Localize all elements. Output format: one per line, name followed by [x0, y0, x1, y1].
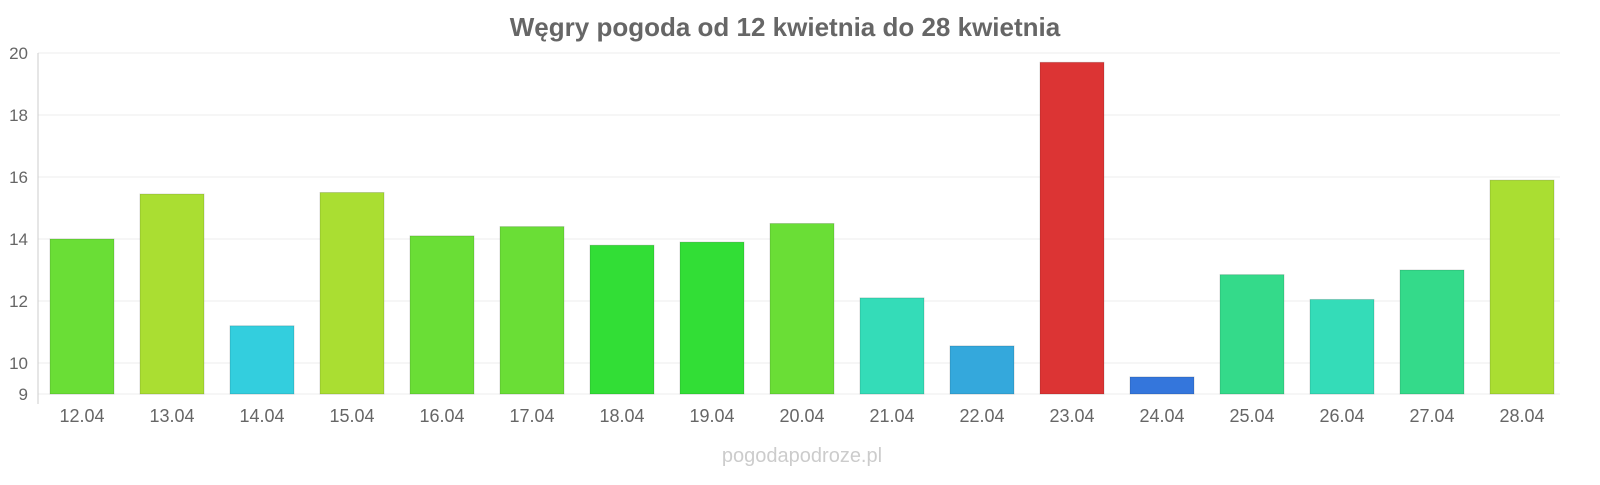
bar-17.04[interactable]: [499, 226, 565, 395]
x-tick-label: 22.04: [959, 406, 1004, 426]
x-tick-label: 27.04: [1409, 406, 1454, 426]
x-tick-label: 15.04: [329, 406, 374, 426]
bar-22.04[interactable]: [949, 345, 1015, 395]
x-tick-label: 18.04: [599, 406, 644, 426]
bar-24.04[interactable]: [1129, 376, 1195, 395]
bar-20.04[interactable]: [769, 223, 835, 395]
bar-13.04[interactable]: [139, 193, 205, 395]
bar-18.04[interactable]: [589, 244, 655, 395]
bar-16.04[interactable]: [409, 235, 475, 395]
bar-25.04[interactable]: [1219, 274, 1285, 395]
bar-28.04[interactable]: [1489, 179, 1555, 395]
x-tick-label: 24.04: [1139, 406, 1184, 426]
x-tick-label: 28.04: [1499, 406, 1544, 426]
y-tick-label: 18: [9, 106, 28, 125]
x-tick-label: 21.04: [869, 406, 914, 426]
y-tick-label: 16: [9, 168, 28, 187]
bar-15.04[interactable]: [319, 192, 385, 395]
chart-title: Węgry pogoda od 12 kwietnia do 28 kwietn…: [510, 12, 1061, 42]
y-tick-label: 9: [19, 385, 28, 404]
x-tick-label: 17.04: [509, 406, 554, 426]
y-tick-label: 14: [9, 230, 28, 249]
bar-12.04[interactable]: [49, 238, 115, 395]
y-tick-label: 20: [9, 44, 28, 63]
x-tick-label: 13.04: [149, 406, 194, 426]
watermark: pogodapodroze.pl: [722, 445, 882, 467]
bar-14.04[interactable]: [229, 325, 295, 395]
x-tick-label: 25.04: [1229, 406, 1274, 426]
x-tick-label: 12.04: [59, 406, 104, 426]
x-tick-label: 16.04: [419, 406, 464, 426]
y-tick-label: 12: [9, 292, 28, 311]
bar-23.04[interactable]: [1039, 61, 1105, 395]
x-tick-label: 20.04: [779, 406, 824, 426]
bar-19.04[interactable]: [679, 241, 745, 395]
y-tick-label: 10: [9, 354, 28, 373]
bar-27.04[interactable]: [1399, 269, 1465, 395]
bar-26.04[interactable]: [1309, 298, 1375, 395]
x-tick-label: 14.04: [239, 406, 284, 426]
x-tick-label: 19.04: [689, 406, 734, 426]
x-tick-label: 23.04: [1049, 406, 1094, 426]
x-tick-label: 26.04: [1319, 406, 1364, 426]
bar-21.04[interactable]: [859, 297, 925, 395]
